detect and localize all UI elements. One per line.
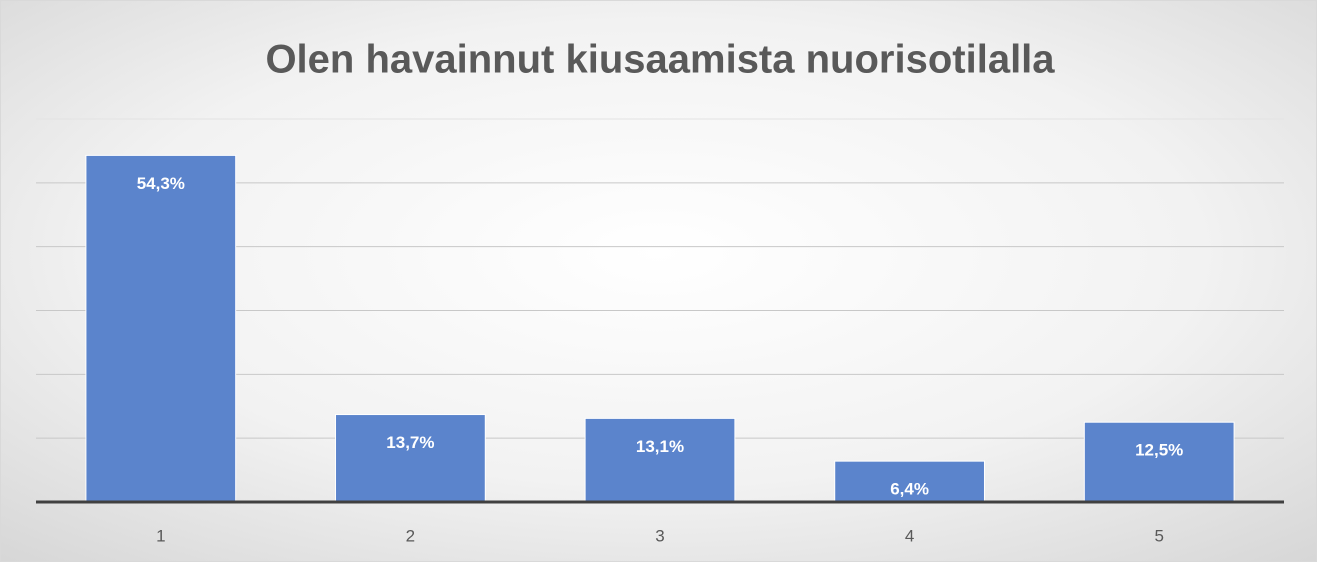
data-label: 6,4% [890,480,929,499]
x-tick-label: 2 [406,526,415,545]
bar [85,154,237,503]
bar [335,414,486,503]
x-tick-label: 5 [1154,526,1163,545]
bar [834,460,985,503]
data-label: 54,3% [137,174,185,193]
bar [1083,421,1235,503]
data-label: 12,5% [1135,441,1183,460]
data-label: 13,7% [386,433,434,452]
x-tick-label: 3 [655,526,664,545]
x-tick-label: 1 [156,526,165,545]
chart-title: Olen havainnut kiusaamista nuorisotilall… [265,38,1055,82]
bar [584,417,736,503]
data-label: 13,1% [636,437,684,456]
x-tick-label: 4 [905,526,914,545]
